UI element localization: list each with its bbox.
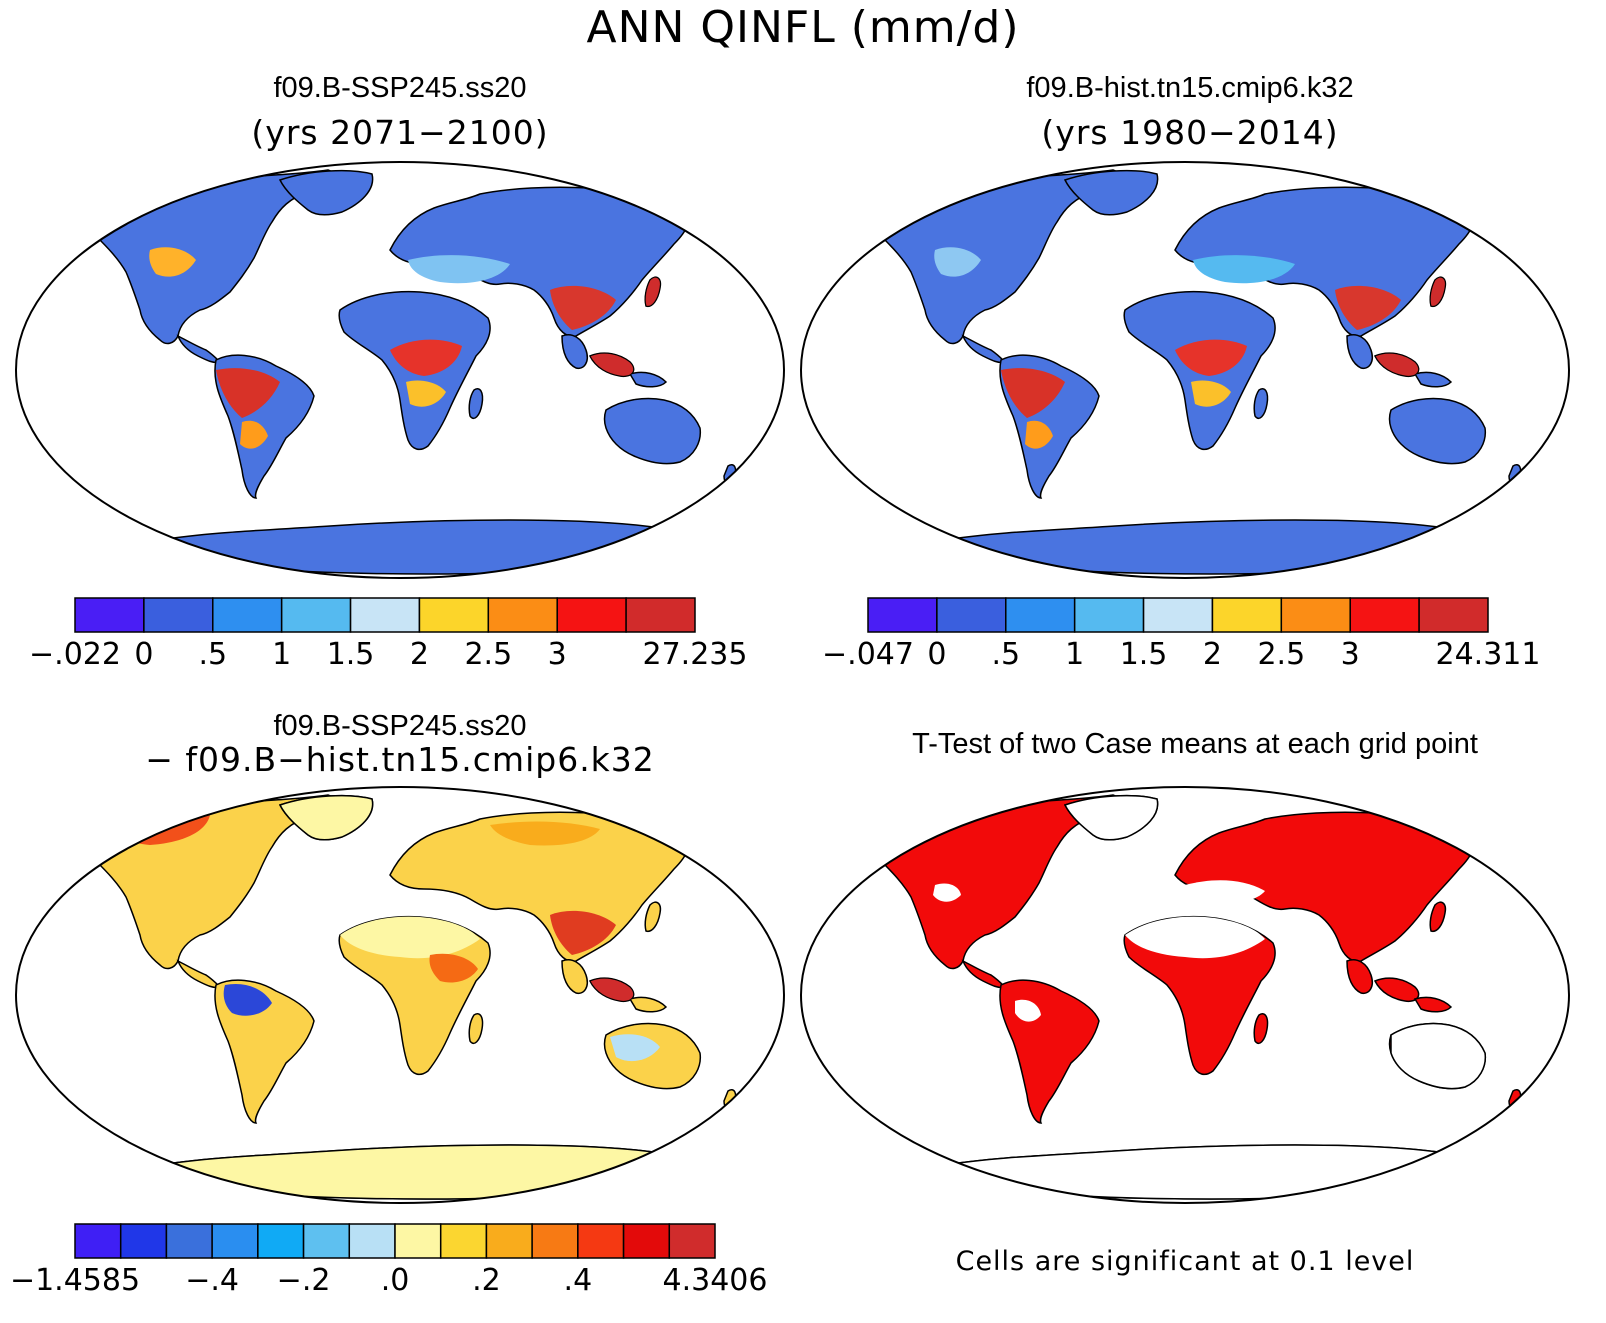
map-ttest (800, 786, 1570, 1204)
future-colorbar-bin (280, 597, 352, 633)
historical-colorbar-bin (1280, 597, 1351, 633)
historical-colorbar-tick-label: 0 (927, 637, 947, 672)
future-colorbar-bin (487, 597, 558, 633)
historical-colorbar-bin (1142, 597, 1214, 633)
difference-colorbar-bin (165, 1223, 213, 1259)
difference-colorbar-tick-label: −.4 (185, 1263, 240, 1298)
panel-historical-title: f09.B-hist.tn15.cmip6.k32 (1026, 72, 1354, 104)
future-colorbar-bin (418, 597, 490, 633)
colorbar-difference (74, 1223, 716, 1259)
future-colorbar-bin (625, 597, 696, 633)
historical-colorbar-bin (936, 597, 1007, 633)
future-colorbar-tick-label: 0 (134, 637, 154, 672)
panel-future-subtitle: (yrs 2071−2100) (251, 113, 549, 152)
hotspot (216, 368, 280, 418)
difference-colorbar-tick-label: 4.3406 (662, 1263, 768, 1298)
figure-title: ANN QINFL (mm/d) (586, 2, 1020, 53)
future-colorbar-bin (212, 597, 283, 633)
difference-colorbar-bin (348, 1223, 396, 1259)
future-colorbar-bin (349, 597, 421, 633)
ttest-significance-note: Cells are significant at 0.1 level (955, 1246, 1415, 1277)
historical-colorbar-tick-label: 1.5 (1119, 637, 1168, 672)
difference-colorbar-tick-label: .2 (472, 1263, 501, 1298)
future-colorbar-tick-label: 2.5 (464, 637, 513, 672)
colorbar-difference-ticks: −1.4585 −.4 −.2 .0 .2 .4 4.3406 (10, 1263, 768, 1299)
difference-colorbar-bin (531, 1223, 579, 1259)
map-future (15, 161, 785, 579)
future-colorbar-bin (143, 597, 214, 633)
panel-difference-subtitle: − f09.B−hist.tn15.cmip6.k32 (145, 740, 655, 779)
historical-colorbar-bin (1005, 597, 1076, 633)
panel-historical-subtitle: (yrs 1980−2014) (1041, 113, 1339, 152)
historical-colorbar-tick-label: −.047 (822, 637, 914, 672)
colorbar-historical (867, 597, 1489, 633)
historical-colorbar-tick-label: 2 (1202, 637, 1222, 672)
future-colorbar-tick-label: 2 (409, 637, 429, 672)
future-colorbar-tick-label: 3 (547, 637, 567, 672)
future-colorbar-bin (74, 597, 145, 633)
difference-colorbar-bin (211, 1223, 259, 1259)
future-colorbar-tick-label: −.022 (29, 637, 121, 672)
historical-colorbar-bin (1349, 597, 1420, 633)
historical-colorbar-tick-label: .5 (991, 637, 1021, 672)
future-colorbar-tick-label: 27.235 (642, 637, 748, 672)
colorbar-difference-bins (74, 1223, 716, 1259)
future-colorbar-bin (556, 597, 627, 633)
difference-colorbar-tick-label: −1.4585 (9, 1263, 141, 1298)
difference-colorbar-bin (622, 1223, 671, 1259)
future-colorbar-tick-label: 1 (272, 637, 292, 672)
panel-difference-title: f09.B-SSP245.ss20 (273, 710, 527, 742)
map-difference (15, 786, 785, 1204)
historical-colorbar-bin (1211, 597, 1283, 633)
difference-colorbar-bin (668, 1223, 716, 1259)
map-historical (800, 161, 1570, 579)
historical-colorbar-tick-label: 1 (1065, 637, 1085, 672)
difference-colorbar-bin (74, 1223, 122, 1259)
difference-colorbar-bin (394, 1223, 442, 1259)
historical-colorbar-bin (1073, 597, 1145, 633)
panel-ttest-title: T-Test of two Case means at each grid po… (912, 728, 1478, 760)
colorbar-historical-bins (867, 597, 1489, 633)
historical-colorbar-tick-label: 24.311 (1435, 637, 1541, 672)
future-colorbar-tick-label: 1.5 (326, 637, 375, 672)
future-colorbar-tick-label: .5 (198, 637, 228, 672)
difference-colorbar-bin (577, 1223, 625, 1259)
difference-colorbar-bin (302, 1223, 351, 1259)
colorbar-future-bins (74, 597, 696, 633)
colorbar-future (74, 597, 696, 633)
colorbar-future-ticks: −.022 0 .5 1 1.5 2 2.5 3 27.235 (29, 637, 747, 673)
difference-colorbar-bin (439, 1223, 488, 1259)
historical-colorbar-tick-label: 3 (1340, 637, 1360, 672)
historical-colorbar-bin (1418, 597, 1489, 633)
panel-future-title: f09.B-SSP245.ss20 (273, 72, 527, 104)
colorbar-historical-ticks: −.047 0 .5 1 1.5 2 2.5 3 24.311 (822, 637, 1540, 673)
difference-colorbar-bin (257, 1223, 305, 1259)
historical-colorbar-tick-label: 2.5 (1257, 637, 1306, 672)
difference-colorbar-tick-label: .4 (563, 1263, 593, 1298)
difference-colorbar-bin (119, 1223, 168, 1259)
difference-colorbar-bin (485, 1223, 533, 1259)
difference-colorbar-tick-label: −.2 (276, 1263, 331, 1298)
difference-colorbar-tick-label: .0 (380, 1263, 410, 1298)
historical-colorbar-bin (867, 597, 938, 633)
